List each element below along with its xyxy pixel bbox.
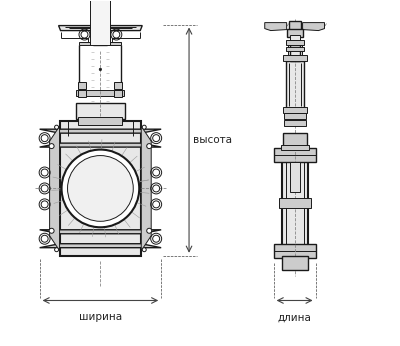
Bar	[281, 145, 308, 150]
Text: длина: длина	[278, 312, 312, 322]
Bar	[286, 39, 304, 45]
Circle shape	[41, 185, 48, 192]
Text: высота: высота	[193, 135, 232, 145]
Circle shape	[153, 169, 160, 176]
Bar	[290, 35, 300, 45]
Circle shape	[153, 185, 160, 192]
Polygon shape	[40, 244, 161, 248]
Bar	[90, 0, 110, 45]
Bar	[290, 162, 300, 192]
Circle shape	[41, 201, 48, 208]
Circle shape	[153, 135, 160, 142]
Circle shape	[54, 125, 58, 129]
Polygon shape	[141, 126, 151, 251]
Circle shape	[62, 149, 139, 227]
Circle shape	[153, 235, 160, 242]
Text: ширина: ширина	[79, 312, 122, 322]
Bar	[76, 90, 124, 96]
Bar	[283, 133, 306, 146]
Circle shape	[54, 248, 58, 252]
Polygon shape	[302, 22, 324, 30]
Bar	[94, 37, 107, 45]
Circle shape	[113, 31, 120, 38]
Bar	[78, 82, 86, 89]
Bar	[114, 82, 122, 89]
Circle shape	[147, 144, 152, 148]
Polygon shape	[40, 129, 161, 133]
Bar	[288, 45, 302, 62]
Bar	[287, 29, 302, 37]
Circle shape	[49, 228, 54, 233]
Circle shape	[142, 248, 146, 252]
Bar	[282, 148, 308, 258]
Polygon shape	[40, 143, 161, 147]
Polygon shape	[58, 26, 142, 30]
Circle shape	[41, 169, 48, 176]
Circle shape	[142, 125, 146, 129]
Circle shape	[153, 201, 160, 208]
Bar	[283, 55, 306, 62]
Bar	[290, 45, 300, 62]
Bar	[282, 256, 308, 270]
Bar	[80, 42, 121, 45]
Bar	[78, 117, 122, 125]
Bar	[274, 244, 316, 258]
Bar	[78, 90, 86, 97]
Bar	[279, 198, 310, 208]
Bar	[284, 113, 306, 119]
Circle shape	[81, 31, 88, 38]
Circle shape	[49, 144, 54, 148]
Circle shape	[99, 68, 102, 71]
Circle shape	[68, 156, 133, 221]
Circle shape	[147, 228, 152, 233]
Bar	[114, 90, 122, 97]
Bar	[286, 46, 304, 52]
Circle shape	[41, 135, 48, 142]
Circle shape	[41, 235, 48, 242]
Bar	[60, 121, 141, 256]
Polygon shape	[265, 22, 287, 30]
Bar	[76, 103, 125, 119]
Bar	[286, 62, 304, 108]
Polygon shape	[40, 230, 161, 234]
Polygon shape	[50, 126, 60, 251]
Bar	[283, 107, 306, 113]
Bar	[284, 120, 306, 126]
Bar	[289, 21, 300, 30]
Bar	[274, 148, 316, 162]
